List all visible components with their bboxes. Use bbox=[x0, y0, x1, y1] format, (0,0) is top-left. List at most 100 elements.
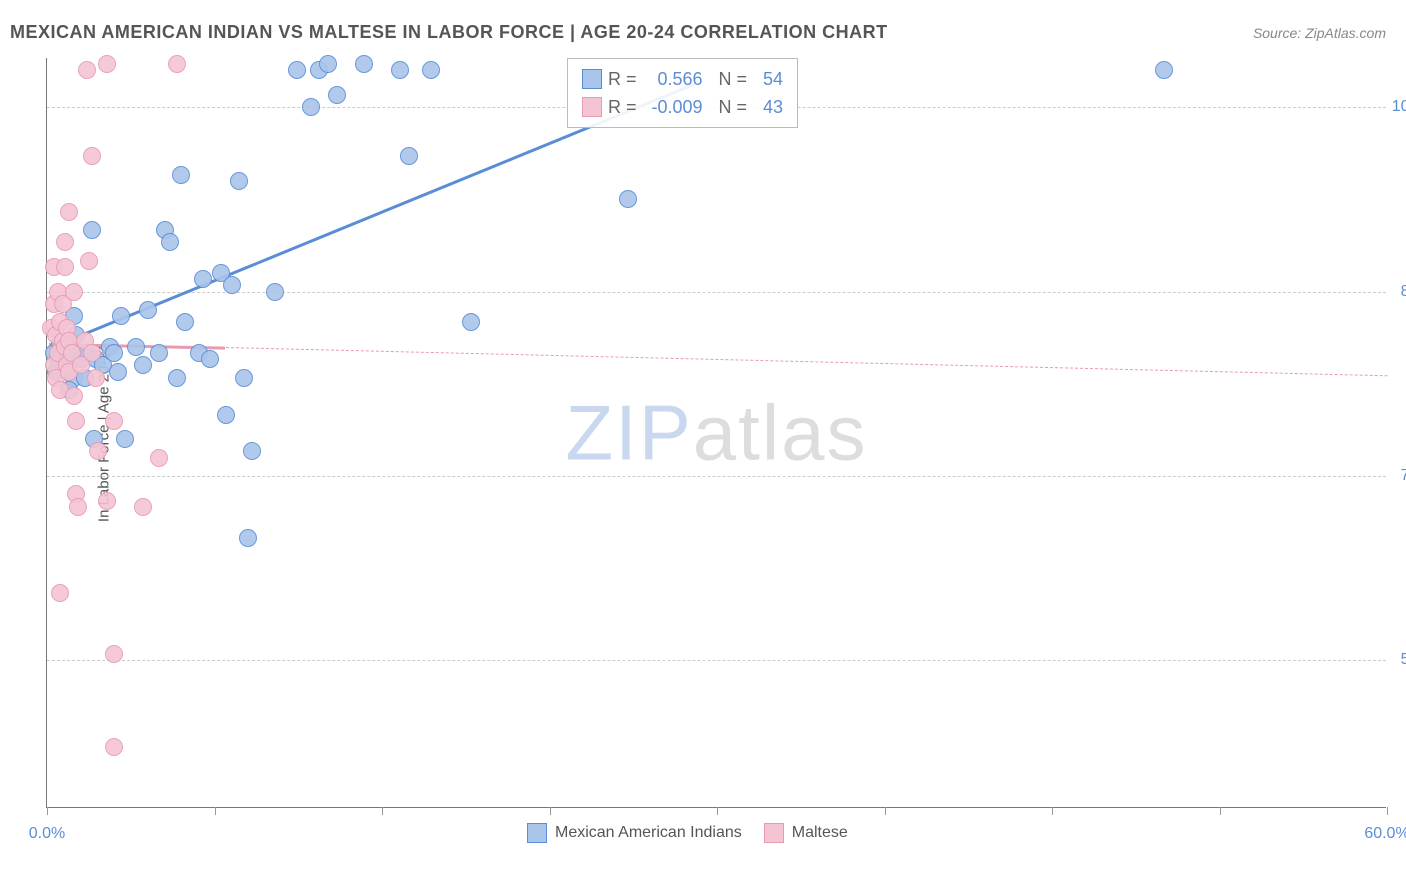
data-point bbox=[127, 338, 145, 356]
gridline bbox=[47, 292, 1386, 293]
stat-r-label: R = bbox=[608, 65, 637, 93]
data-point bbox=[462, 313, 480, 331]
data-point bbox=[172, 166, 190, 184]
data-point bbox=[176, 313, 194, 331]
x-tick bbox=[1387, 807, 1388, 815]
data-point bbox=[168, 55, 186, 73]
legend-item: Maltese bbox=[764, 823, 848, 843]
x-tick bbox=[717, 807, 718, 815]
data-point bbox=[89, 442, 107, 460]
stat-n-value: 54 bbox=[753, 65, 783, 93]
watermark-zip: ZIP bbox=[565, 388, 692, 476]
legend-label: Mexican American Indians bbox=[555, 824, 742, 842]
chart-source: Source: ZipAtlas.com bbox=[1253, 25, 1386, 41]
x-tick bbox=[1052, 807, 1053, 815]
bottom-legend: Mexican American Indians Maltese bbox=[527, 823, 848, 843]
data-point bbox=[60, 203, 78, 221]
stat-r-label: R = bbox=[608, 93, 637, 121]
data-point bbox=[266, 283, 284, 301]
data-point bbox=[319, 55, 337, 73]
data-point bbox=[78, 61, 96, 79]
data-point bbox=[105, 645, 123, 663]
stat-n-value: 43 bbox=[753, 93, 783, 121]
data-point bbox=[98, 55, 116, 73]
data-point bbox=[105, 344, 123, 362]
y-tick-label: 55.0% bbox=[1391, 651, 1406, 669]
legend-swatch bbox=[764, 823, 784, 843]
data-point bbox=[134, 356, 152, 374]
y-tick-label: 85.0% bbox=[1391, 283, 1406, 301]
regression-line-extension bbox=[226, 347, 1387, 376]
chart-title: MEXICAN AMERICAN INDIAN VS MALTESE IN LA… bbox=[10, 22, 888, 43]
data-point bbox=[235, 369, 253, 387]
data-point bbox=[83, 344, 101, 362]
data-point bbox=[168, 369, 186, 387]
stat-n-label: N = bbox=[719, 65, 748, 93]
data-point bbox=[109, 363, 127, 381]
data-point bbox=[328, 86, 346, 104]
data-point bbox=[80, 252, 98, 270]
data-point bbox=[422, 61, 440, 79]
data-point bbox=[83, 221, 101, 239]
data-point bbox=[65, 387, 83, 405]
data-point bbox=[1155, 61, 1173, 79]
data-point bbox=[98, 492, 116, 510]
data-point bbox=[105, 412, 123, 430]
data-point bbox=[230, 172, 248, 190]
data-point bbox=[619, 190, 637, 208]
data-point bbox=[302, 98, 320, 116]
data-point bbox=[150, 449, 168, 467]
data-point bbox=[161, 233, 179, 251]
legend-item: Mexican American Indians bbox=[527, 823, 742, 843]
plot-area: ZIPatlas In Labor Force | Age 20-24 55.0… bbox=[46, 58, 1386, 808]
stat-r-value: -0.009 bbox=[643, 93, 703, 121]
data-point bbox=[355, 55, 373, 73]
data-point bbox=[391, 61, 409, 79]
watermark-atlas: atlas bbox=[693, 388, 868, 476]
data-point bbox=[243, 442, 261, 460]
gridline bbox=[47, 476, 1386, 477]
data-point bbox=[194, 270, 212, 288]
x-tick bbox=[382, 807, 383, 815]
data-point bbox=[201, 350, 219, 368]
data-point bbox=[56, 233, 74, 251]
data-point bbox=[116, 430, 134, 448]
data-point bbox=[65, 283, 83, 301]
x-tick-label: 60.0% bbox=[1364, 825, 1406, 843]
data-point bbox=[67, 412, 85, 430]
stats-row: R =-0.009 N =43 bbox=[582, 93, 783, 121]
stats-row: R =0.566 N =54 bbox=[582, 65, 783, 93]
x-tick bbox=[47, 807, 48, 815]
x-tick bbox=[1220, 807, 1221, 815]
x-tick bbox=[215, 807, 216, 815]
watermark: ZIPatlas bbox=[565, 387, 867, 478]
stat-n-label: N = bbox=[719, 93, 748, 121]
data-point bbox=[51, 584, 69, 602]
data-point bbox=[105, 738, 123, 756]
stat-r-value: 0.566 bbox=[643, 65, 703, 93]
data-point bbox=[217, 406, 235, 424]
data-point bbox=[288, 61, 306, 79]
y-tick-label: 100.0% bbox=[1391, 98, 1406, 116]
stats-box: R =0.566 N =54 R =-0.009 N =43 bbox=[567, 58, 798, 128]
data-point bbox=[139, 301, 157, 319]
x-tick-label: 0.0% bbox=[29, 825, 65, 843]
legend-swatch bbox=[527, 823, 547, 843]
data-point bbox=[239, 529, 257, 547]
data-point bbox=[83, 147, 101, 165]
data-point bbox=[400, 147, 418, 165]
data-point bbox=[69, 498, 87, 516]
stat-swatch bbox=[582, 69, 602, 89]
data-point bbox=[56, 258, 74, 276]
chart-header: MEXICAN AMERICAN INDIAN VS MALTESE IN LA… bbox=[10, 22, 1386, 43]
x-tick bbox=[885, 807, 886, 815]
data-point bbox=[87, 369, 105, 387]
x-tick bbox=[550, 807, 551, 815]
data-point bbox=[112, 307, 130, 325]
gridline bbox=[47, 660, 1386, 661]
data-point bbox=[150, 344, 168, 362]
data-point bbox=[134, 498, 152, 516]
legend-label: Maltese bbox=[792, 824, 848, 842]
stat-swatch bbox=[582, 97, 602, 117]
y-tick-label: 70.0% bbox=[1391, 467, 1406, 485]
